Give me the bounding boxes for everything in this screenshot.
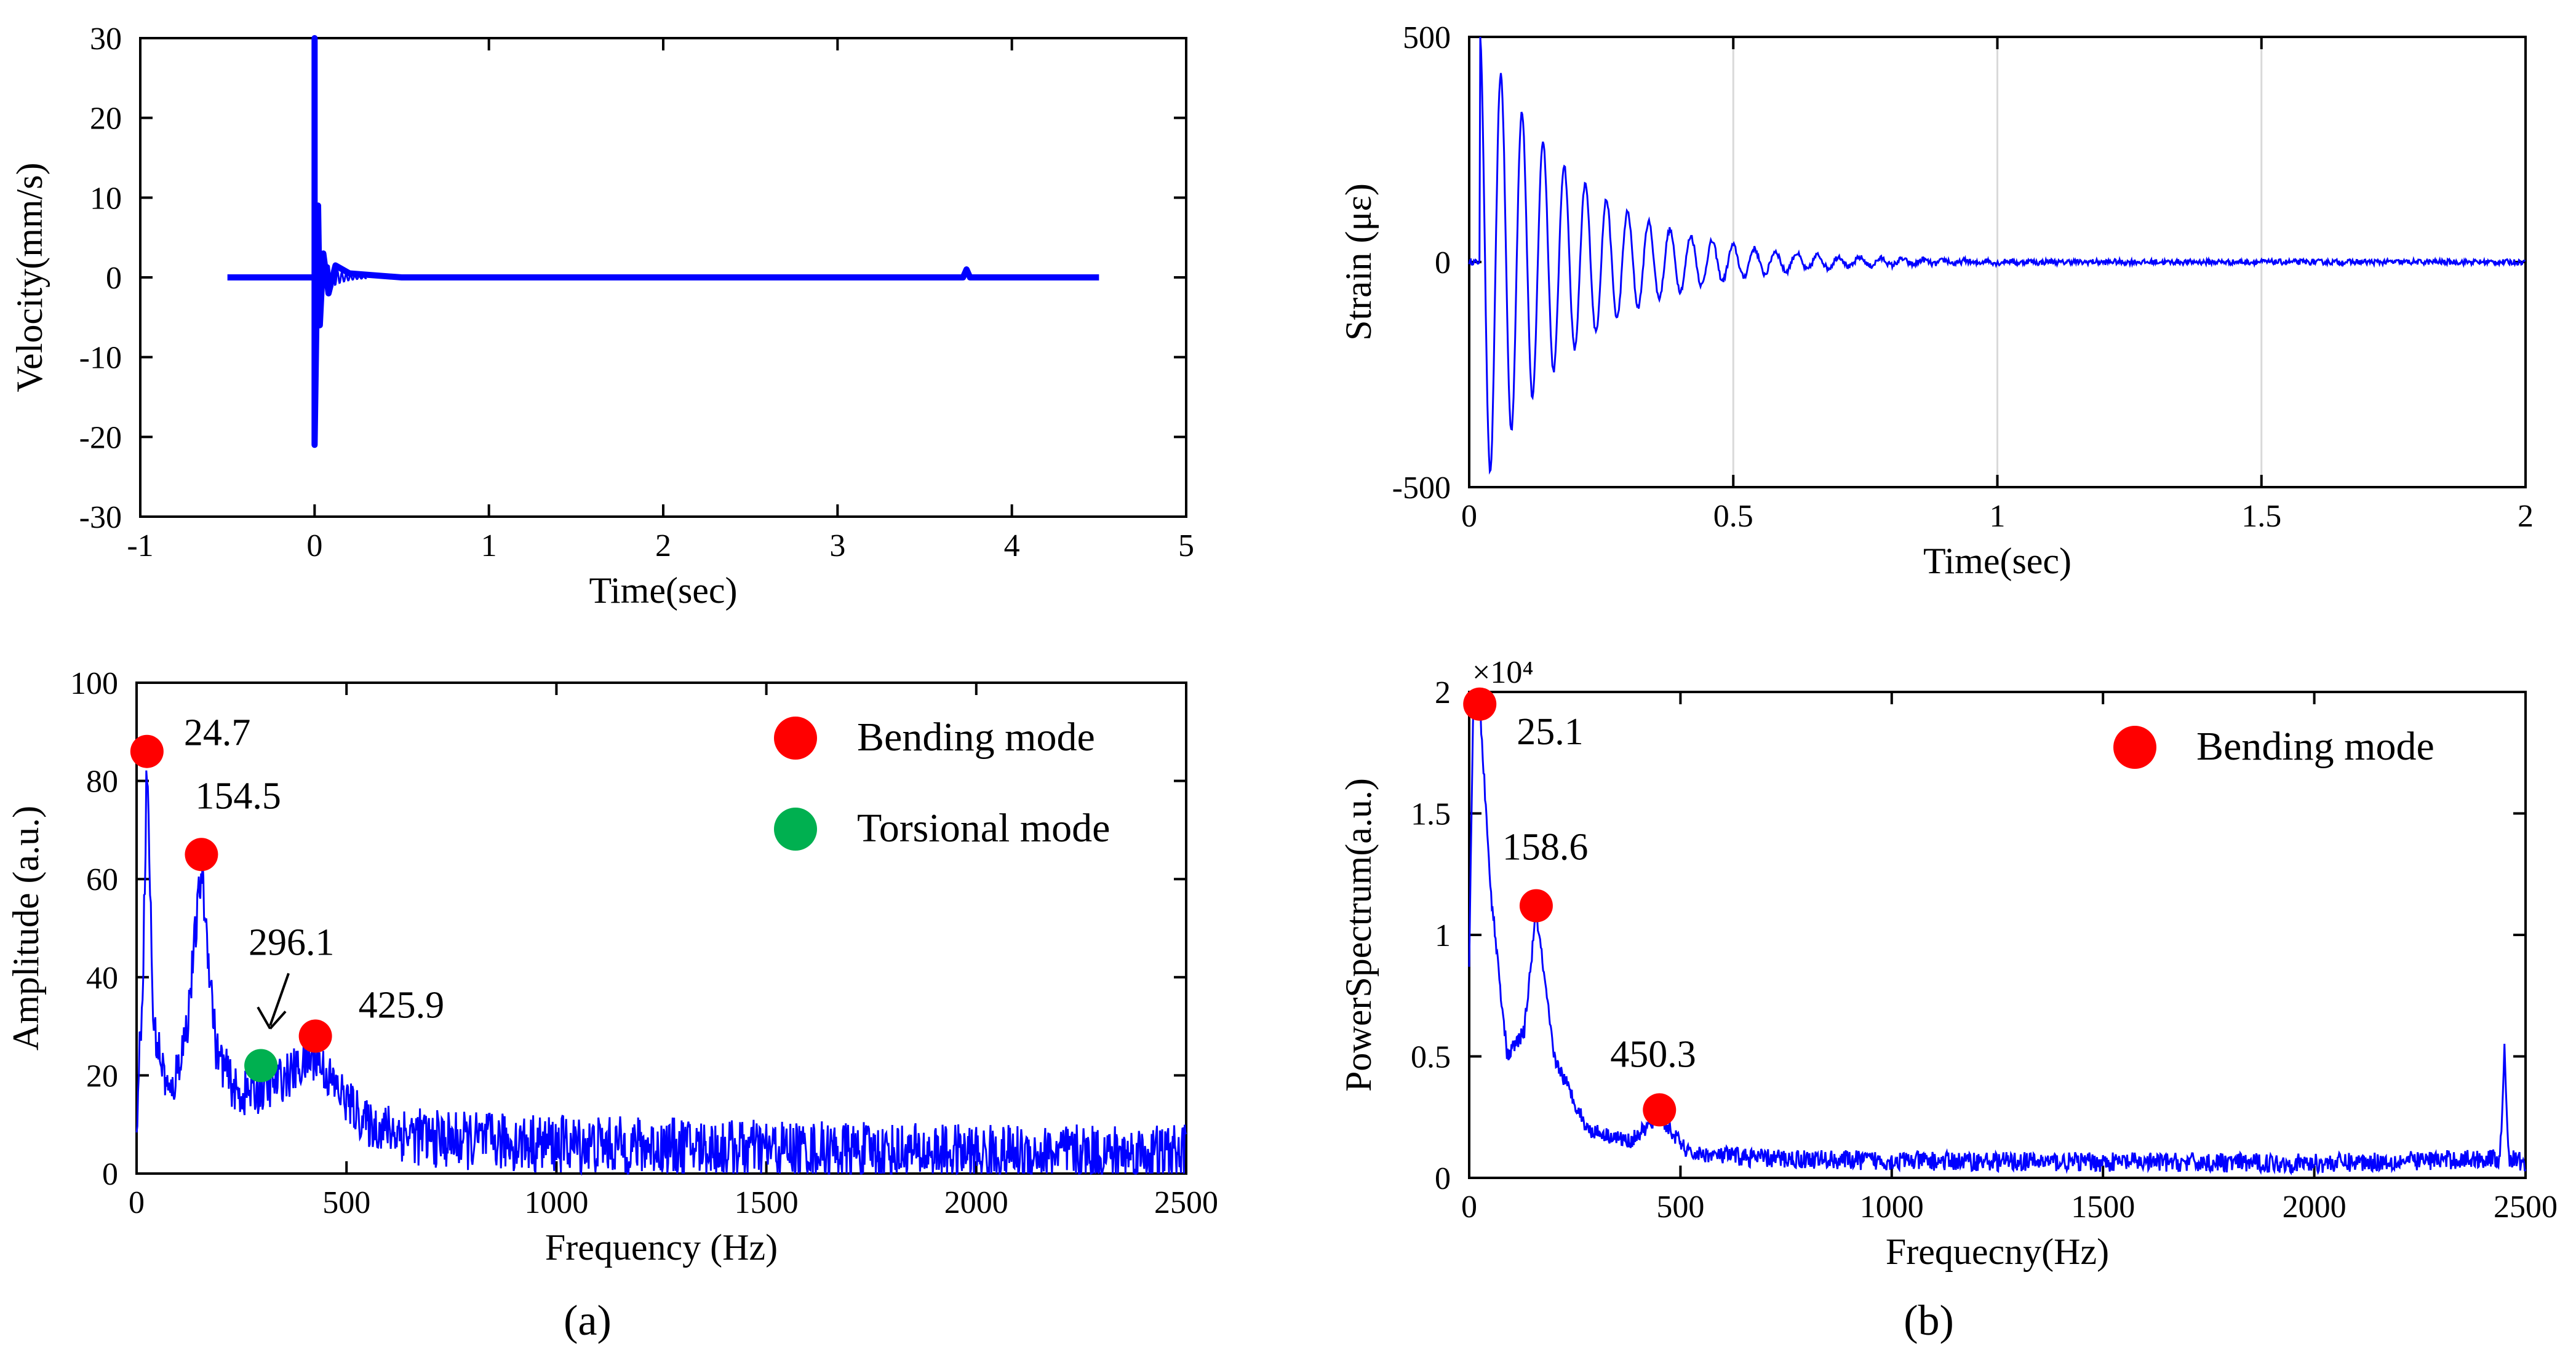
series-ringing (313, 245, 367, 305)
x-tick-label: 1500 (735, 1185, 799, 1220)
x-tick-label: 2500 (2494, 1190, 2558, 1225)
y-exponent-label: ×10⁴ (1472, 655, 1533, 690)
y-tick-label: -10 (79, 341, 122, 376)
bending-mode-marker (1519, 889, 1553, 923)
x-axis-label: Time(sec) (1923, 541, 2072, 581)
x-tick-label: 0 (1461, 499, 1477, 534)
x-tick-label: 500 (322, 1185, 370, 1220)
x-tick-label: 2 (2518, 499, 2534, 534)
y-tick-label: 40 (86, 961, 118, 996)
x-tick-label: 5 (1178, 528, 1194, 563)
y-tick-label: 500 (1403, 20, 1451, 55)
caption-a: (a) (564, 1297, 612, 1345)
torsional-mode-marker (244, 1049, 278, 1083)
y-tick-label: 20 (86, 1059, 118, 1094)
x-tick-label: 1000 (524, 1185, 588, 1220)
y-tick-label: 10 (90, 181, 122, 216)
peak-label: 154.5 (195, 775, 281, 817)
legend-label: Torsional mode (857, 806, 1110, 851)
y-tick-label: -500 (1392, 471, 1451, 506)
legend-label: Bending mode (2196, 724, 2434, 769)
bending-mode-marker (298, 1019, 332, 1053)
caption-b: (b) (1904, 1297, 1954, 1345)
peak-label: 25.1 (1517, 711, 1584, 753)
y-tick-label: 100 (70, 666, 118, 701)
y-tick-label: 2 (1435, 675, 1451, 710)
x-tick-label: 4 (1004, 528, 1020, 563)
bending-legend-marker (774, 717, 817, 760)
x-tick-label: 500 (1656, 1190, 1704, 1225)
y-tick-label: 0 (106, 261, 122, 296)
y-axis-label: Velocity(mm/s) (9, 162, 50, 392)
y-tick-label: 60 (86, 862, 118, 897)
bending-mode-marker (185, 838, 218, 872)
bending-mode-marker (1463, 687, 1497, 721)
y-tick-label: 0.5 (1411, 1040, 1451, 1075)
peak-arrow-head (257, 1006, 287, 1030)
y-axis-label: Amplitude (a.u.) (6, 806, 46, 1051)
axes-frame (135, 682, 1187, 1175)
peak-arrow (269, 972, 290, 1027)
y-axis-label: PowerSpectrum(a.u.) (1338, 778, 1379, 1092)
x-axis-label: Frequency (Hz) (545, 1227, 778, 1268)
bending-mode-marker (1643, 1093, 1677, 1127)
y-tick-label: 0 (1435, 1161, 1451, 1196)
power-spectrum-plot: 0 500 1000 1500 2000 2500 0 0.5 1 1.5 2 Frequecny(H… (1338, 655, 2558, 1272)
x-tick-label: -1 (127, 528, 153, 563)
x-axis-label: Time(sec) (589, 570, 737, 611)
series-line (227, 35, 1099, 448)
y-tick-label: 0 (1435, 245, 1451, 280)
y-tick-label: 30 (90, 22, 122, 57)
x-tick-label: 1000 (1860, 1190, 1924, 1225)
x-tick-label: 2500 (1154, 1185, 1218, 1220)
x-tick-label: 0.5 (1713, 499, 1753, 534)
x-tick-label: 0 (1461, 1190, 1477, 1225)
y-tick-label: 20 (90, 101, 122, 137)
peak-label: 24.7 (184, 712, 251, 754)
y-tick-label: 80 (86, 765, 118, 800)
x-tick-label: 1500 (2071, 1190, 2135, 1225)
amplitude-spectrum-plot: 0 500 1000 1500 2000 2500 0 20 40 60 80 100 Frequenc… (6, 666, 1218, 1268)
y-axis-label: Strain (με) (1338, 183, 1379, 341)
y-tick-label: 1 (1435, 918, 1451, 953)
y-tick-label: 1.5 (1411, 797, 1451, 832)
series-line (1468, 36, 2526, 475)
x-tick-label: 1.5 (2241, 499, 2281, 534)
x-tick-label: 1 (1990, 499, 2006, 534)
strain-plot: 0 0.5 1 1.5 2 -500 0 500 Time(sec) Strain (με) (1338, 20, 2534, 581)
x-tick-label: 0 (306, 528, 322, 563)
series-line (1468, 691, 2527, 1175)
x-tick-label: 2000 (2283, 1190, 2347, 1225)
peak-label: 296.1 (249, 921, 335, 963)
x-tick-label: 1 (481, 528, 497, 563)
y-tick-label: 0 (102, 1157, 118, 1192)
legend-label: Bending mode (857, 715, 1095, 760)
velocity-plot: -1 0 1 2 3 4 5-30-20-100102030Time(sec)Velocit… (9, 22, 1194, 611)
y-tick-label: -20 (79, 420, 122, 455)
peak-label: 425.9 (359, 985, 445, 1027)
x-tick-label: 3 (829, 528, 845, 563)
x-axis-label: Frequecny(Hz) (1886, 1231, 2109, 1272)
x-tick-label: 0 (129, 1185, 145, 1220)
x-tick-label: 2 (655, 528, 671, 563)
peak-label: 450.3 (1610, 1033, 1696, 1075)
torsional-legend-marker (774, 808, 817, 851)
peak-label: 158.6 (1502, 827, 1589, 868)
bending-legend-marker (2113, 726, 2156, 769)
bending-mode-marker (130, 734, 164, 768)
x-tick-label: 2000 (944, 1185, 1008, 1220)
series-line (135, 770, 1187, 1176)
y-tick-label: -30 (79, 500, 122, 535)
